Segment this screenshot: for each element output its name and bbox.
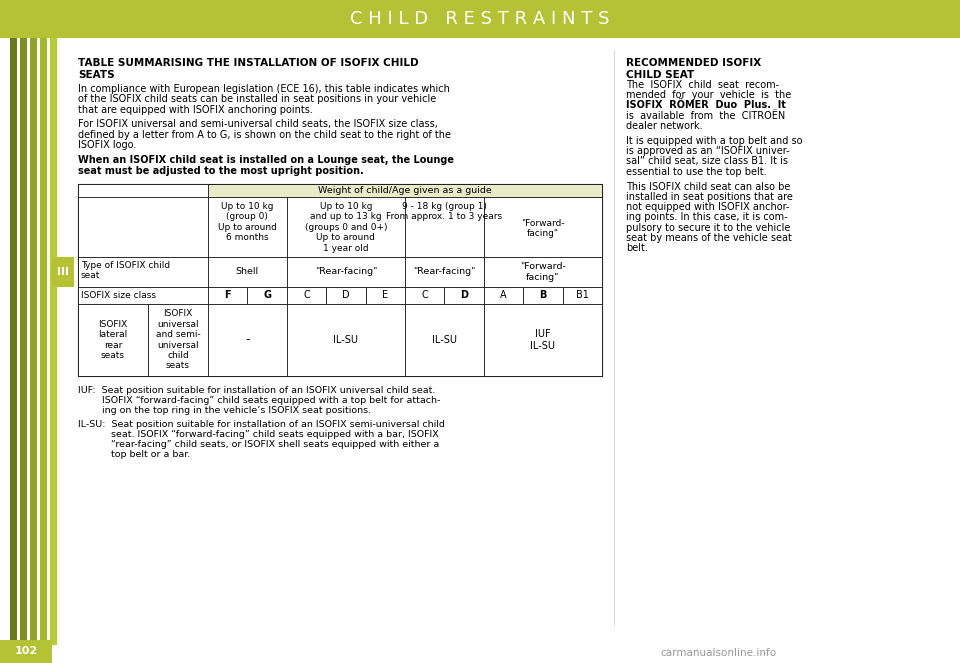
Text: “rear-facing” child seats, or ISOFIX shell seats equipped with either a: “rear-facing” child seats, or ISOFIX she… bbox=[78, 440, 440, 449]
Text: A: A bbox=[500, 290, 507, 300]
Text: defined by a letter from A to G, is shown on the child seat to the right of the: defined by a letter from A to G, is show… bbox=[78, 130, 451, 140]
Text: Type of ISOFIX child
seat: Type of ISOFIX child seat bbox=[81, 261, 170, 280]
Bar bbox=[287, 287, 326, 304]
Bar bbox=[208, 257, 287, 287]
Bar bbox=[52, 257, 74, 287]
Bar bbox=[208, 197, 287, 257]
Bar bbox=[405, 257, 484, 287]
Text: seat. ISOFIX “forward-facing” child seats equipped with a bar, ISOFIX: seat. ISOFIX “forward-facing” child seat… bbox=[78, 430, 439, 439]
Text: ISOFIX
lateral
rear
seats: ISOFIX lateral rear seats bbox=[98, 320, 128, 360]
Bar bbox=[50, 38, 57, 645]
Text: D: D bbox=[460, 290, 468, 300]
Bar bbox=[40, 38, 47, 645]
Bar bbox=[208, 184, 602, 197]
Text: Up to 10 kg
and up to 13 kg
(groups 0 and 0+)
Up to around
1 year old: Up to 10 kg and up to 13 kg (groups 0 an… bbox=[304, 202, 387, 253]
Text: belt.: belt. bbox=[626, 243, 648, 253]
Text: ISOFIX  RÖMER  Duo  Plus.  It: ISOFIX RÖMER Duo Plus. It bbox=[626, 100, 786, 111]
Text: "Forward-
facing": "Forward- facing" bbox=[520, 263, 565, 282]
Bar bbox=[405, 197, 484, 257]
Text: For ISOFIX universal and semi-universal child seats, the ISOFIX size class,: For ISOFIX universal and semi-universal … bbox=[78, 119, 438, 129]
Text: carmanualsonline.info: carmanualsonline.info bbox=[660, 648, 776, 658]
Text: The  ISOFIX  child  seat  recom-: The ISOFIX child seat recom- bbox=[626, 80, 780, 90]
Text: B1: B1 bbox=[576, 290, 588, 300]
Text: When an ISOFIX child seat is installed on a Lounge seat, the Lounge: When an ISOFIX child seat is installed o… bbox=[78, 155, 454, 165]
Text: IUF
IL-SU: IUF IL-SU bbox=[530, 330, 556, 351]
Bar bbox=[20, 38, 27, 645]
Text: "Forward-
facing": "Forward- facing" bbox=[521, 219, 564, 239]
Text: Shell: Shell bbox=[236, 267, 259, 276]
Text: Weight of child/Age given as a guide: Weight of child/Age given as a guide bbox=[318, 186, 492, 195]
Text: 102: 102 bbox=[14, 646, 37, 656]
Text: top belt or a bar.: top belt or a bar. bbox=[78, 450, 190, 459]
Text: "Rear-facing": "Rear-facing" bbox=[315, 267, 377, 276]
Bar bbox=[0, 640, 52, 663]
Bar bbox=[78, 287, 208, 304]
Text: dealer network.: dealer network. bbox=[626, 121, 703, 131]
Text: E: E bbox=[382, 290, 389, 300]
Text: ISOFIX logo.: ISOFIX logo. bbox=[78, 141, 136, 151]
Bar bbox=[30, 38, 37, 645]
Text: C H I L D   R E S T R A I N T S: C H I L D R E S T R A I N T S bbox=[350, 10, 610, 28]
Text: IL-SU:  Seat position suitable for installation of an ISOFIX semi-universal chil: IL-SU: Seat position suitable for instal… bbox=[78, 420, 444, 429]
Text: pulsory to secure it to the vehicle: pulsory to secure it to the vehicle bbox=[626, 223, 790, 233]
Text: IL-SU: IL-SU bbox=[333, 335, 358, 345]
Text: TABLE SUMMARISING THE INSTALLATION OF ISOFIX CHILD: TABLE SUMMARISING THE INSTALLATION OF IS… bbox=[78, 58, 419, 68]
Text: ISOFIX
universal
and semi-
universal
child
seats: ISOFIX universal and semi- universal chi… bbox=[156, 310, 201, 371]
Text: This ISOFIX child seat can also be: This ISOFIX child seat can also be bbox=[626, 182, 790, 192]
Text: IL-SU: IL-SU bbox=[432, 335, 457, 345]
Text: 9 - 18 kg (group 1)
From approx. 1 to 3 years: 9 - 18 kg (group 1) From approx. 1 to 3 … bbox=[386, 202, 502, 221]
Text: F: F bbox=[225, 290, 231, 300]
Text: is approved as an “ISOFIX univer-: is approved as an “ISOFIX univer- bbox=[626, 147, 790, 156]
Bar bbox=[484, 257, 602, 287]
Text: Up to 10 kg
(group 0)
Up to around
6 months: Up to 10 kg (group 0) Up to around 6 mon… bbox=[218, 202, 276, 242]
Text: It is equipped with a top belt and so: It is equipped with a top belt and so bbox=[626, 136, 803, 146]
Text: In compliance with European legislation (ECE 16), this table indicates which: In compliance with European legislation … bbox=[78, 84, 450, 94]
Text: C: C bbox=[303, 290, 310, 300]
Text: of the ISOFIX child seats can be installed in seat positions in your vehicle: of the ISOFIX child seats can be install… bbox=[78, 95, 436, 105]
Text: mended  for  your  vehicle  is  the: mended for your vehicle is the bbox=[626, 90, 791, 100]
Bar bbox=[287, 304, 405, 376]
Text: D: D bbox=[342, 290, 349, 300]
Bar bbox=[484, 197, 602, 257]
Bar bbox=[248, 287, 287, 304]
Bar bbox=[208, 287, 248, 304]
Bar bbox=[78, 184, 208, 197]
Bar bbox=[287, 197, 405, 257]
Text: ISOFIX size class: ISOFIX size class bbox=[81, 291, 156, 300]
Text: IUF:  Seat position suitable for installation of an ISOFIX universal child seat.: IUF: Seat position suitable for installa… bbox=[78, 386, 436, 395]
Bar bbox=[78, 257, 208, 287]
Text: ing points. In this case, it is com-: ing points. In this case, it is com- bbox=[626, 212, 787, 222]
Bar bbox=[78, 304, 148, 376]
Bar bbox=[78, 184, 602, 376]
Text: that are equipped with ISOFIX anchoring points.: that are equipped with ISOFIX anchoring … bbox=[78, 105, 313, 115]
Bar bbox=[563, 287, 602, 304]
Bar bbox=[405, 287, 444, 304]
Bar bbox=[326, 287, 366, 304]
Text: is  available  from  the  CITROËN: is available from the CITROËN bbox=[626, 111, 785, 121]
Text: sal” child seat, size class B1. It is: sal” child seat, size class B1. It is bbox=[626, 156, 788, 166]
Text: not equipped with ISOFIX anchor-: not equipped with ISOFIX anchor- bbox=[626, 202, 789, 212]
Text: -: - bbox=[245, 333, 250, 347]
Text: RECOMMENDED ISOFIX
CHILD SEAT: RECOMMENDED ISOFIX CHILD SEAT bbox=[626, 58, 761, 80]
Bar bbox=[0, 0, 960, 38]
Bar bbox=[287, 257, 405, 287]
Bar bbox=[484, 287, 523, 304]
Bar bbox=[148, 304, 208, 376]
Text: essential to use the top belt.: essential to use the top belt. bbox=[626, 166, 767, 176]
Bar bbox=[405, 304, 484, 376]
Text: installed in seat positions that are: installed in seat positions that are bbox=[626, 192, 793, 202]
Text: seat must be adjusted to the most upright position.: seat must be adjusted to the most uprigh… bbox=[78, 166, 364, 176]
Text: G: G bbox=[263, 290, 271, 300]
Bar bbox=[523, 287, 563, 304]
Text: B: B bbox=[540, 290, 546, 300]
Bar bbox=[366, 287, 405, 304]
Bar bbox=[484, 304, 602, 376]
Text: ISOFIX “forward-facing” child seats equipped with a top belt for attach-: ISOFIX “forward-facing” child seats equi… bbox=[78, 396, 441, 405]
Bar bbox=[444, 287, 484, 304]
Text: ing on the top ring in the vehicle’s ISOFIX seat positions.: ing on the top ring in the vehicle’s ISO… bbox=[78, 406, 372, 415]
Bar bbox=[208, 304, 287, 376]
Text: III: III bbox=[57, 267, 69, 277]
Text: seat by means of the vehicle seat: seat by means of the vehicle seat bbox=[626, 233, 792, 243]
Text: SEATS: SEATS bbox=[78, 70, 114, 80]
Text: "Rear-facing": "Rear-facing" bbox=[413, 267, 475, 276]
